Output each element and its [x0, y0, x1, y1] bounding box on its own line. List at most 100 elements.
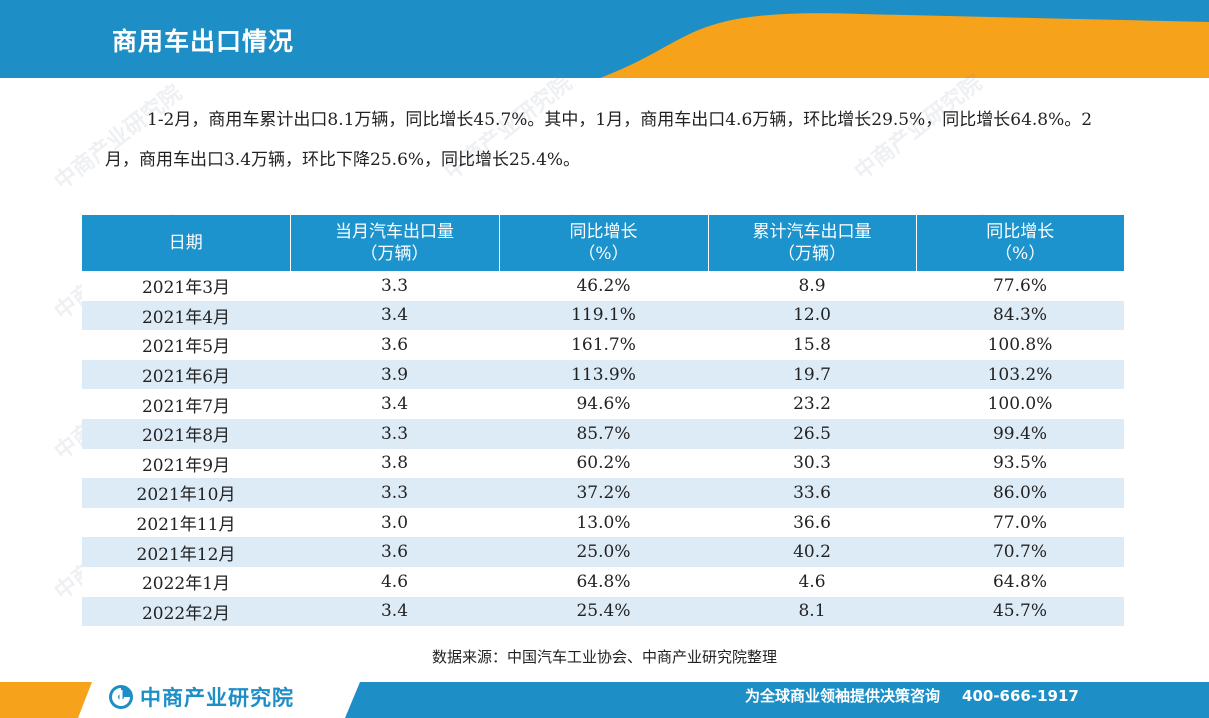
column-header-unit: （万辆） — [360, 244, 429, 264]
table-row: 2021年8月 3.3 85.7% 26.5 99.4% — [82, 418, 1124, 449]
value-cell: 70.7% — [916, 537, 1124, 567]
value-cell: 94.6% — [499, 389, 708, 419]
value-cell: 103.2% — [916, 359, 1124, 390]
date-cell: 2021年8月 — [82, 418, 290, 449]
table-header: 日期 当月汽车出口量 （万辆） 同比增长 （%） 累计汽车出口量 （万辆） 同比增长 （%） — [82, 215, 1124, 271]
value-cell: 93.5% — [916, 448, 1124, 479]
value-cell: 100.8% — [916, 330, 1124, 360]
table-row: 2021年12月 3.6 25.0% 40.2 70.7% — [82, 537, 1124, 567]
value-cell: 36.6 — [708, 507, 916, 538]
table-row: 2021年5月 3.6 161.7% 15.8 100.8% — [82, 330, 1124, 360]
date-cell: 2021年9月 — [82, 448, 290, 479]
value-cell: 161.7% — [499, 330, 708, 360]
date-cell: 2021年10月 — [82, 478, 290, 508]
slogan-text: 为全球商业领袖提供决策咨询 — [745, 687, 941, 705]
table-row: 2021年6月 3.9 113.9% 19.7 103.2% — [82, 359, 1124, 390]
value-cell: 3.6 — [290, 330, 499, 360]
table-row: 2021年11月 3.0 13.0% 36.6 77.0% — [82, 507, 1124, 538]
table-row: 2021年10月 3.3 37.2% 33.6 86.0% — [82, 478, 1124, 508]
value-cell: 84.3% — [916, 300, 1124, 331]
value-cell: 3.3 — [290, 478, 499, 508]
value-cell: 119.1% — [499, 300, 708, 331]
table-body: 2021年3月 3.3 46.2% 8.9 77.6% 2021年4月 3.4 119.1% 1… — [82, 271, 1124, 627]
value-cell: 8.1 — [708, 596, 916, 627]
table-header-row: 日期 当月汽车出口量 （万辆） 同比增长 （%） 累计汽车出口量 （万辆） 同比增长 （%） — [82, 215, 1124, 271]
value-cell: 46.2% — [499, 271, 708, 301]
value-cell: 12.0 — [708, 300, 916, 331]
value-cell: 64.8% — [499, 566, 708, 597]
export-data-table: 日期 当月汽车出口量 （万辆） 同比增长 （%） 累计汽车出口量 （万辆） 同比增长 （%） 2… — [82, 215, 1124, 627]
value-cell: 3.3 — [290, 418, 499, 449]
value-cell: 33.6 — [708, 478, 916, 508]
header-orange-swoosh — [600, 13, 1209, 78]
date-cell: 2021年12月 — [82, 537, 290, 567]
column-header-label: 同比增长 — [986, 222, 1055, 242]
date-cell: 2022年1月 — [82, 566, 290, 597]
value-cell: 37.2% — [499, 478, 708, 508]
date-cell: 2021年5月 — [82, 330, 290, 360]
value-cell: 60.2% — [499, 448, 708, 479]
value-cell: 3.8 — [290, 448, 499, 479]
table-row: 2021年3月 3.3 46.2% 8.9 77.6% — [82, 271, 1124, 301]
value-cell: 8.9 — [708, 271, 916, 301]
company-logo: 中商产业研究院 — [108, 684, 294, 710]
value-cell: 3.6 — [290, 537, 499, 567]
table-row: 2022年1月 4.6 64.8% 4.6 64.8% — [82, 566, 1124, 597]
value-cell: 113.9% — [499, 359, 708, 390]
date-cell: 2021年6月 — [82, 359, 290, 390]
value-cell: 64.8% — [916, 566, 1124, 597]
value-cell: 13.0% — [499, 507, 708, 538]
table-row: 2021年7月 3.4 94.6% 23.2 100.0% — [82, 389, 1124, 419]
value-cell: 26.5 — [708, 418, 916, 449]
date-cell: 2021年7月 — [82, 389, 290, 419]
footer-background — [0, 682, 1209, 718]
value-cell: 25.4% — [499, 596, 708, 627]
value-cell: 77.6% — [916, 271, 1124, 301]
column-header-label: 日期 — [168, 233, 203, 253]
column-header: 累计汽车出口量 （万辆） — [708, 215, 917, 271]
value-cell: 77.0% — [916, 507, 1124, 538]
value-cell: 86.0% — [916, 478, 1124, 508]
column-header: 日期 — [82, 215, 291, 271]
value-cell: 3.9 — [290, 359, 499, 390]
value-cell: 25.0% — [499, 537, 708, 567]
column-header-label: 同比增长 — [569, 222, 638, 242]
logo-mark-icon — [109, 685, 133, 709]
value-cell: 15.8 — [708, 330, 916, 360]
column-header: 同比增长 （%） — [916, 215, 1124, 271]
date-cell: 2021年4月 — [82, 300, 290, 331]
column-header-label: 当月汽车出口量 — [335, 222, 454, 242]
column-header: 当月汽车出口量 （万辆） — [290, 215, 500, 271]
data-source-note: 数据来源：中国汽车工业协会、中商产业研究院整理 — [431, 648, 777, 666]
value-cell: 45.7% — [916, 596, 1124, 627]
column-header-unit: （%） — [995, 244, 1046, 264]
column-header: 同比增长 （%） — [499, 215, 709, 271]
value-cell: 3.4 — [290, 300, 499, 331]
phone-number: 400-666-1917 — [962, 687, 1079, 705]
value-cell: 99.4% — [916, 418, 1124, 449]
date-cell: 2022年2月 — [82, 596, 290, 627]
value-cell: 3.4 — [290, 389, 499, 419]
value-cell: 4.6 — [708, 566, 916, 597]
value-cell: 85.7% — [499, 418, 708, 449]
column-header-unit: （万辆） — [778, 244, 846, 264]
footer-slogan: 为全球商业领袖提供决策咨询 400-666-1917 — [745, 685, 1079, 706]
value-cell: 100.0% — [916, 389, 1124, 419]
value-cell: 40.2 — [708, 537, 916, 567]
table-row: 2021年4月 3.4 119.1% 12.0 84.3% — [82, 300, 1124, 331]
intro-paragraph: 1-2月，商用车累计出口8.1万辆，同比增长45.7%。其中，1月，商用车出口4… — [105, 110, 1093, 170]
value-cell: 4.6 — [290, 566, 499, 597]
header-bar: 商用车出口情况 — [0, 0, 1209, 78]
value-cell: 19.7 — [708, 359, 916, 390]
value-cell: 3.3 — [290, 271, 499, 301]
table-row: 2021年9月 3.8 60.2% 30.3 93.5% — [82, 448, 1124, 479]
value-cell: 23.2 — [708, 389, 916, 419]
logo-text: 中商产业研究院 — [140, 686, 294, 710]
value-cell: 3.4 — [290, 596, 499, 627]
date-cell: 2021年11月 — [82, 507, 290, 538]
column-header-label: 累计汽车出口量 — [752, 222, 872, 242]
table-row: 2022年2月 3.4 25.4% 8.1 45.7% — [82, 596, 1124, 627]
date-cell: 2021年3月 — [82, 271, 290, 301]
value-cell: 30.3 — [708, 448, 916, 479]
value-cell: 3.0 — [290, 507, 499, 538]
